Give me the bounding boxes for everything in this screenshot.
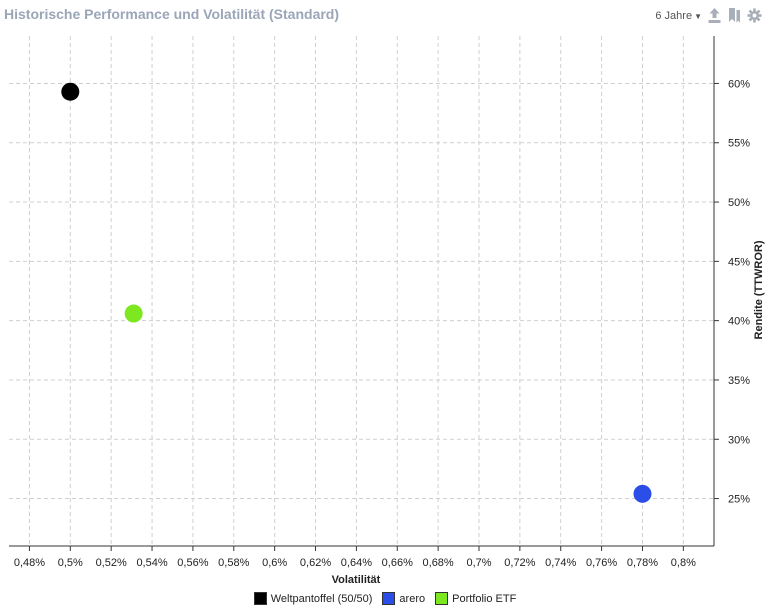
y-tick-label: 30% <box>728 434 750 446</box>
y-tick-label: 25% <box>728 494 750 506</box>
y-tick-label: 50% <box>728 197 750 209</box>
data-point[interactable] <box>633 484 652 503</box>
axes: 0,48% 0,5% 0,52% 0,54% 0,56% 0,58% 0,6% 0,62% 0,… <box>9 36 750 569</box>
gear-icon[interactable] <box>747 7 762 24</box>
x-tick-label: 0,78% <box>627 557 658 569</box>
x-tick-label: 0,52% <box>96 557 127 569</box>
y-tick-label: 35% <box>728 375 750 387</box>
upload-icon[interactable] <box>707 7 722 24</box>
data-point[interactable] <box>61 82 80 101</box>
x-axis-title: Volatilität <box>332 574 381 586</box>
x-tick-label: 0,72% <box>504 557 535 569</box>
y-tick-label: 55% <box>728 138 750 150</box>
x-tick-label: 0,58% <box>218 557 249 569</box>
data-point[interactable] <box>124 304 143 323</box>
y-tick-label: 45% <box>728 256 750 268</box>
legend-swatch <box>382 592 396 605</box>
legend-label: Weltpantoffel (50/50) <box>270 592 373 605</box>
x-tick-label: 0,74% <box>545 557 576 569</box>
scatter-chart: 0,48% 0,5% 0,52% 0,54% 0,56% 0,58% 0,6% 0,62% 0,… <box>9 36 765 586</box>
x-tick-label: 0,62% <box>300 557 331 569</box>
chart-toolbar: 6 Jahre ▼ <box>655 7 762 24</box>
chevron-down-icon: ▼ <box>694 11 702 21</box>
x-tick-label: 0,48% <box>14 557 45 569</box>
grid <box>9 36 714 546</box>
y-tick-label: 60% <box>728 78 750 90</box>
x-tick-label: 0,6% <box>262 557 287 569</box>
y-tick-label: 40% <box>728 316 750 328</box>
x-tick-label: 0,76% <box>586 557 617 569</box>
legend-label: Portfolio ETF <box>452 592 517 605</box>
x-tick-label: 0,66% <box>382 557 413 569</box>
legend-swatch <box>435 592 449 605</box>
legend-item[interactable]: arero <box>382 592 425 605</box>
x-tick-label: 0,7% <box>466 557 491 569</box>
x-tick-label: 0,8% <box>671 557 696 569</box>
legend-label: arero <box>399 592 426 605</box>
data-points <box>61 82 652 503</box>
chart-title: Historische Performance und Volatilität … <box>4 6 340 22</box>
bookmark-icon[interactable] <box>727 7 742 24</box>
x-tick-label: 0,64% <box>341 557 372 569</box>
legend-swatch <box>253 592 267 605</box>
y-axis-title: Rendite (TTWROR) <box>753 240 765 339</box>
x-tick-label: 0,5% <box>58 557 83 569</box>
x-tick-label: 0,56% <box>177 557 208 569</box>
x-tick-label: 0,68% <box>423 557 454 569</box>
legend: Weltpantoffel (50/50) arero Portfolio ET… <box>0 592 770 605</box>
period-label: 6 Jahre <box>655 9 693 22</box>
x-tick-label: 0,54% <box>136 557 167 569</box>
legend-item[interactable]: Portfolio ETF <box>435 592 516 605</box>
legend-item[interactable]: Weltpantoffel (50/50) <box>253 592 373 605</box>
period-dropdown[interactable]: 6 Jahre ▼ <box>655 10 702 22</box>
